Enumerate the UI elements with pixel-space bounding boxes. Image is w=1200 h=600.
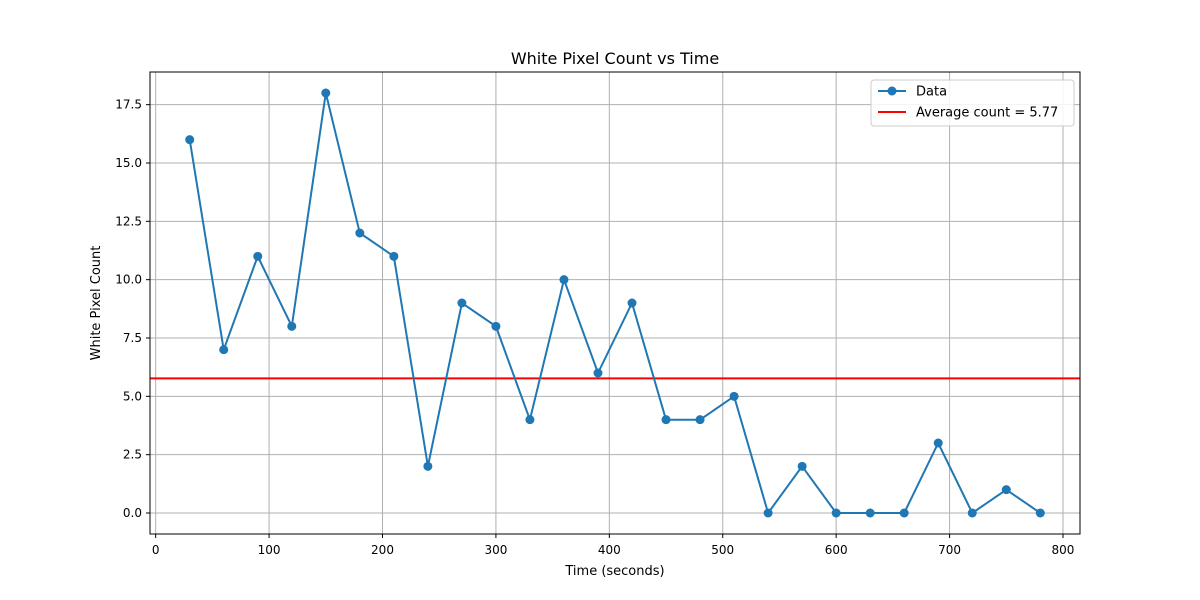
x-tick-label: 0 [152,543,160,557]
data-point [253,251,263,261]
data-point [559,275,569,285]
data-point [695,415,705,425]
legend-data-label: Data [916,85,947,100]
legend-average-label: Average count = 5.77 [916,106,1058,121]
y-tick-label: 2.5 [123,448,142,462]
data-point [627,298,637,308]
legend: Data Average count = 5.77 [870,79,1075,127]
data-point [457,298,467,308]
x-tick-label: 500 [711,543,734,557]
data-point [185,135,195,145]
data-point [321,88,331,98]
y-tick-label: 15.0 [115,156,142,170]
data-point [729,391,739,401]
data-point [355,228,365,238]
y-tick-label: 5.0 [123,389,142,403]
x-tick-label: 100 [258,543,281,557]
data-point [219,345,229,355]
x-tick-label: 200 [371,543,394,557]
y-tick-label: 0.0 [123,506,142,520]
legend-box [870,79,1075,127]
y-axis-ticks: 0.0 2.5 5.0 7.5 10.0 12.5 15.0 17.5 [115,98,150,520]
x-axis-label: Time (seconds) [564,564,664,579]
y-tick-label: 17.5 [115,98,142,112]
x-axis-ticks: 0 100 200 300 400 500 600 700 800 [152,534,1075,557]
data-point [831,508,841,518]
x-tick-label: 600 [825,543,848,557]
x-tick-label: 800 [1052,543,1075,557]
data-point [763,508,773,518]
data-point [797,461,807,471]
data-point [1001,485,1011,495]
chart-title: White Pixel Count vs Time [511,49,719,68]
data-point [287,321,297,331]
y-tick-label: 12.5 [115,214,142,228]
x-tick-label: 700 [938,543,961,557]
data-point [593,368,603,378]
data-point [967,508,977,518]
data-series-line [188,92,1041,516]
data-point [1035,508,1045,518]
series-layer [185,88,1045,518]
data-point [423,461,433,471]
y-axis-label: White Pixel Count [89,246,104,361]
legend-data-marker [887,86,897,96]
data-point [661,415,671,425]
data-point [865,508,875,518]
grid [150,72,1080,534]
x-tick-label: 300 [484,543,507,557]
data-point [491,321,501,331]
y-tick-label: 7.5 [123,331,142,345]
y-tick-label: 10.0 [115,273,142,287]
plot-frame [149,71,1081,535]
data-point [899,508,909,518]
data-point [525,415,535,425]
x-tick-label: 400 [598,543,621,557]
data-point [389,251,399,261]
data-point [933,438,943,448]
